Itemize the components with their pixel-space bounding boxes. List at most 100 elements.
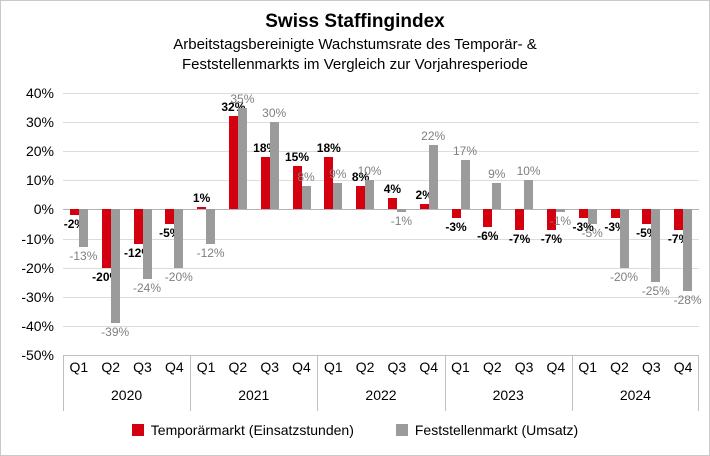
bar-temporaermarkt-2024-Q2 [610, 209, 620, 219]
x-axis-quarter-label: Q3 [387, 359, 407, 375]
bar-value-label: 22% [421, 129, 446, 144]
bar-feststellenmarkt-2024-Q3 [651, 209, 661, 283]
x-axis-quarter-label: Q3 [133, 359, 152, 375]
bar-value-label: -20% [609, 269, 638, 284]
x-axis-quarter-label: Q1 [69, 359, 89, 375]
bar-feststellenmarkt-2023-Q3 [524, 180, 534, 210]
gridline [63, 325, 699, 327]
x-axis-quarter-label: Q3 [641, 359, 661, 375]
x-axis-year-label: 2024 [619, 387, 651, 403]
bar-feststellenmarkt-2022-Q2 [365, 180, 375, 210]
y-axis-tick-label: 10% [25, 172, 54, 189]
bar-value-label: -1% [390, 214, 413, 229]
bar-temporaermarkt-2022-Q1 [324, 157, 334, 210]
bar-value-label: -20% [164, 269, 193, 284]
x-axis-quarter-label: Q4 [164, 359, 184, 375]
bar-value-label: -6% [477, 228, 499, 243]
gridline [63, 238, 699, 240]
bar-value-label: 10% [516, 164, 541, 179]
bar-value-label: -13% [69, 249, 98, 264]
bar-value-label: -24% [132, 281, 161, 296]
bar-value-label: 10% [357, 164, 382, 179]
bar-value-label: 9% [488, 167, 506, 182]
bar-value-label: 15% [284, 149, 310, 164]
x-axis-year-label: 2023 [492, 387, 524, 403]
bar-value-label: -20% [92, 269, 121, 284]
x-axis-quarter-label: Q3 [260, 359, 280, 375]
bar-feststellenmarkt-2021-Q4 [301, 186, 311, 210]
gridline [63, 180, 699, 182]
year-separator-line [571, 355, 573, 411]
bar-value-label: -7% [508, 231, 531, 246]
bar-temporaermarkt-2020-Q1 [69, 209, 79, 216]
plot-area: 40% 30% 20% 10% 0% -10% -20% -30% -40% -50% -2% -20… [21, 85, 702, 411]
year-separator-line [317, 355, 319, 411]
bar-feststellenmarkt-2021-Q1 [206, 209, 216, 245]
bar-temporaermarkt-2023-Q2 [483, 209, 493, 227]
bar-temporaermarkt-2024-Q1 [578, 209, 588, 219]
legend-swatch-icon [131, 424, 144, 436]
bar-temporaermarkt-2022-Q2 [356, 186, 366, 210]
gridline [63, 267, 699, 269]
y-axis-tick-label: 30% [25, 114, 54, 131]
bar-temporaermarkt-2024-Q3 [642, 209, 652, 224]
legend: Temporärmarkt (Einsatzstunden) Feststelle… [1, 422, 709, 438]
bar-temporaermarkt-2022-Q3 [387, 197, 397, 210]
bar-feststellenmarkt-2024-Q4 [683, 209, 693, 291]
legend-label: Temporärmarkt (Einsatzstunden) [150, 422, 354, 438]
bar-value-label: -5% [581, 226, 603, 240]
bar-feststellenmarkt-2020-Q4 [174, 209, 184, 268]
bar-value-label: 17% [452, 143, 478, 158]
bar-feststellenmarkt-2022-Q4 [428, 145, 438, 210]
bar-value-label: -12% [196, 246, 225, 261]
bar-temporaermarkt-2020-Q4 [165, 209, 175, 224]
y-axis-tick-label: 0% [33, 201, 54, 218]
bar-temporaermarkt-2023-Q1 [451, 209, 461, 219]
bar-value-label: -7% [540, 231, 563, 246]
bar-feststellenmarkt-2024-Q1 [587, 209, 597, 224]
y-axis-tick-label: 20% [25, 143, 54, 160]
x-axis-quarter-label: Q4 [292, 359, 311, 375]
x-axis-quarter-label: Q4 [419, 359, 439, 375]
bar-value-label: -7% [667, 231, 690, 246]
year-separator-line [190, 355, 192, 411]
bar-value-label: 8% [351, 170, 370, 185]
bar-temporaermarkt-2021-Q2 [228, 116, 238, 210]
bar-feststellenmarkt-2024-Q2 [619, 209, 629, 268]
bar-temporaermarkt-2021-Q3 [260, 157, 270, 210]
bar-value-label: -28% [673, 292, 702, 307]
y-axis-tick-label: -40% [21, 317, 54, 334]
bar-temporaermarkt-2024-Q4 [674, 209, 684, 230]
x-axis-quarter-label: Q2 [610, 359, 629, 375]
bar-temporaermarkt-2022-Q4 [419, 203, 429, 210]
chart-subtitle: Arbeitstagsbereinigte Wachstumsrate des … [173, 36, 537, 73]
bar-temporaermarkt-2021-Q1 [197, 206, 207, 210]
gridline [63, 151, 699, 153]
x-axis-year-label: 2022 [365, 387, 397, 403]
bar-value-label: 2% [415, 187, 433, 202]
legend-item-feststellenmarkt: Feststellenmarkt (Umsatz) [395, 422, 579, 438]
x-axis-quarter-label: Q4 [546, 359, 566, 375]
x-axis-quarter-label: Q1 [578, 359, 598, 375]
bar-feststellenmarkt-2021-Q2 [237, 107, 247, 210]
zero-gridline [63, 209, 699, 211]
bar-temporaermarkt-2023-Q4 [546, 209, 556, 230]
bar-value-label: 8% [297, 170, 315, 185]
x-axis-quarter-label: Q2 [482, 359, 502, 375]
legend-label: Feststellenmarkt (Umsatz) [414, 422, 579, 438]
chart-title: Swiss Staffingindex [265, 11, 445, 32]
bar-feststellenmarkt-2020-Q1 [78, 209, 88, 248]
bar-feststellenmarkt-2023-Q1 [460, 159, 470, 210]
year-separator-line [698, 355, 699, 411]
x-axis-quarter-label: Q2 [101, 359, 121, 375]
bar-temporaermarkt-2020-Q3 [133, 209, 143, 245]
y-axis-tick-label: -30% [21, 288, 54, 305]
bar-value-label: 18% [316, 141, 341, 156]
bar-feststellenmarkt-2021-Q3 [269, 122, 279, 210]
x-axis-quarter-label: Q1 [323, 359, 343, 375]
bar-temporaermarkt-2021-Q4 [292, 165, 302, 210]
x-axis-year-label: 2021 [238, 387, 270, 403]
year-separator-line [63, 355, 64, 411]
bar-value-label: -12% [123, 246, 152, 261]
